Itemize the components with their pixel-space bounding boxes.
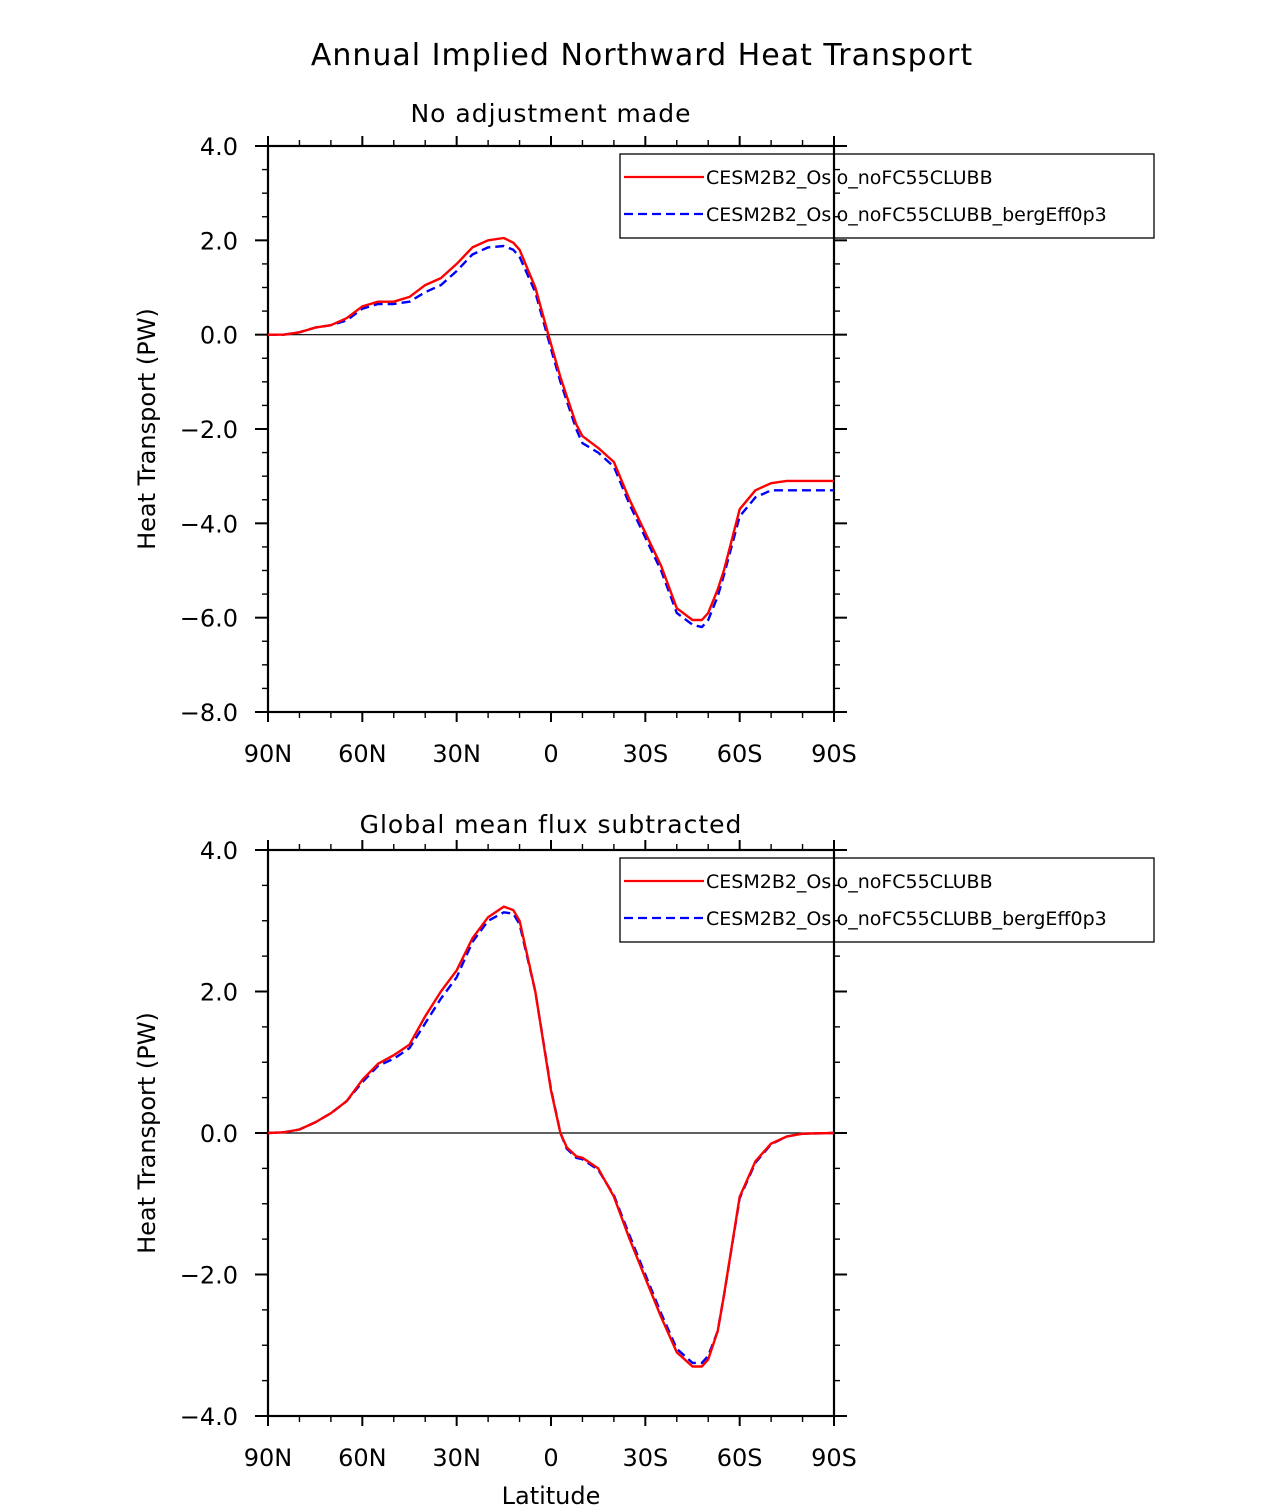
y-tick-label: 4.0 (200, 133, 238, 161)
legend-label: CESM2B2_Oslo_noFC55CLUBB_bergEff0p3 (706, 204, 1107, 226)
y-axis-label: Heat Transport (PW) (133, 308, 161, 550)
y-tick-label: 4.0 (200, 837, 238, 865)
x-tick-label: 60N (338, 740, 387, 768)
legend-label: CESM2B2_Oslo_noFC55CLUBB_bergEff0p3 (706, 908, 1107, 930)
x-tick-label: 90S (811, 1444, 857, 1472)
x-axis-label: Latitude (502, 1482, 601, 1508)
x-tick-label: 60S (717, 740, 763, 768)
x-tick-label: 90S (811, 740, 857, 768)
x-tick-label: 60N (338, 1444, 387, 1472)
y-tick-label: −4.0 (180, 510, 238, 538)
x-tick-label: 30S (622, 1444, 668, 1472)
y-tick-label: −8.0 (180, 699, 238, 727)
y-tick-label: −4.0 (180, 1403, 238, 1431)
series-line-noFC55CLUBB (268, 236, 834, 622)
legend-box (619, 857, 1155, 943)
legend-box (619, 153, 1155, 239)
series-line-bergEff0p3 (268, 244, 834, 629)
legend-label: CESM2B2_Oslo_noFC55CLUBB (706, 167, 993, 189)
y-tick-label: 0.0 (200, 322, 238, 350)
y-tick-label: 0.0 (200, 1120, 238, 1148)
legend-label: CESM2B2_Oslo_noFC55CLUBB (706, 871, 993, 893)
x-tick-label: 30S (622, 740, 668, 768)
x-tick-label: 0 (543, 1444, 558, 1472)
x-tick-label: 30N (432, 740, 481, 768)
y-tick-label: 2.0 (200, 227, 238, 255)
chart-title: No adjustment made (410, 99, 691, 128)
y-tick-label: −2.0 (180, 416, 238, 444)
x-tick-label: 60S (717, 1444, 763, 1472)
x-tick-label: 90N (244, 740, 293, 768)
chart-title: Global mean flux subtracted (360, 810, 743, 839)
y-tick-label: 2.0 (200, 979, 238, 1007)
figure-title: Annual Implied Northward Heat Transport (311, 38, 973, 73)
y-tick-label: −2.0 (180, 1262, 238, 1290)
chart-panel-bottom: Global mean flux subtracted 90N 60N 30N 0 30S… (133, 810, 1155, 1508)
y-tick-label: −6.0 (180, 605, 238, 633)
x-tick-label: 90N (244, 1444, 293, 1472)
series-line-noFC55CLUBB (267, 905, 835, 1368)
chart-panel-top: No adjustment made 90N 60N 30N 0 30S 60S 90S −8.… (133, 99, 1155, 768)
series-line-bergEff0p3 (267, 911, 835, 1365)
x-tick-label: 0 (543, 740, 558, 768)
plot-frame (266, 144, 836, 714)
y-axis-label: Heat Transport (PW) (133, 1012, 161, 1254)
x-tick-label: 30N (432, 1444, 481, 1472)
